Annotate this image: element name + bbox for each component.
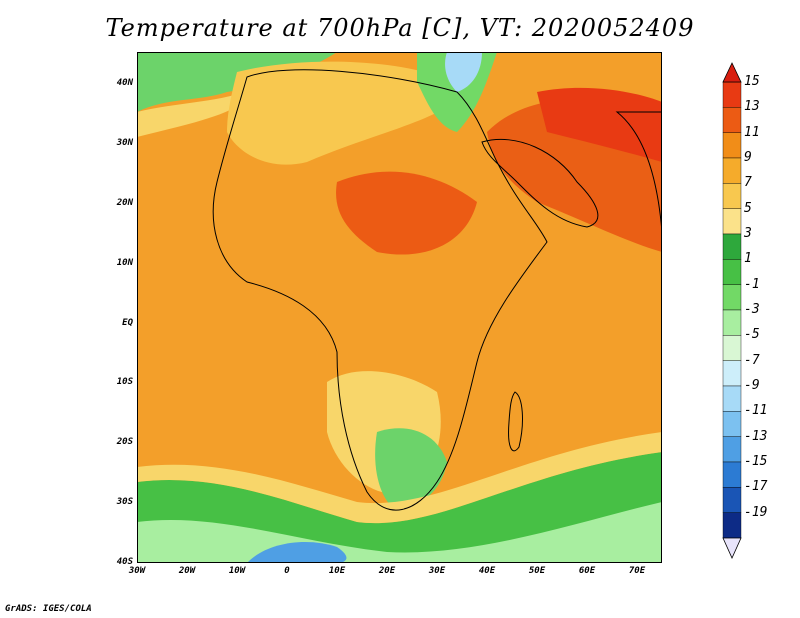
lon-label: 40E: [478, 566, 496, 576]
colorbar-swatch: [722, 461, 742, 488]
hot-region-sudan: [336, 171, 477, 255]
colorbar-label: -3: [744, 302, 760, 317]
colorbar-label: 15: [744, 74, 760, 89]
colorbar-label: -1: [744, 276, 760, 292]
cool-region-southern-ocean-light: [137, 502, 662, 563]
lat-label: 30S: [116, 497, 133, 508]
lon-label: 20E: [378, 566, 396, 576]
colorbar-swatch: [722, 132, 742, 159]
colorbar-label: 7: [744, 175, 752, 191]
colorbar-swatch: [722, 208, 742, 235]
temperature-map: [137, 52, 662, 563]
colorbar-swatch: [722, 436, 742, 463]
lon-label: 0: [284, 566, 290, 576]
lat-label: 40N: [116, 78, 133, 88]
lat-label: 30N: [116, 137, 133, 148]
colorbar-swatch: [722, 259, 742, 285]
colorbar-label: -19: [744, 504, 768, 520]
cool-region-south-africa: [375, 428, 447, 508]
arabia-coastline: [481, 138, 599, 228]
colorbar-swatch: [722, 385, 742, 412]
colorbar-label: -5: [744, 327, 760, 343]
colorbar-label: -9: [744, 378, 760, 393]
colorbar-swatch: [722, 512, 742, 539]
lat-label: EQ: [122, 317, 133, 328]
lat-label: 20S: [116, 437, 133, 448]
colorbar-label: -11: [744, 403, 768, 419]
colorbar-label: 1: [744, 251, 752, 267]
colorbar-swatch: [722, 487, 742, 513]
colorbar-bottom-arrow: [722, 537, 742, 559]
lon-label: 10W: [228, 566, 246, 576]
mild-region-southern-ocean: [137, 432, 662, 524]
colorbar: [722, 62, 742, 559]
colorbar-swatch: [722, 81, 742, 108]
mild-region-north-atlantic: [137, 87, 257, 137]
colorbar-label: -15: [744, 454, 768, 469]
lat-label: 20N: [116, 197, 133, 208]
map-title: Temperature at 700hPa [C], VT: 202005240…: [105, 14, 695, 42]
lat-label: 10S: [116, 377, 133, 388]
colorbar-label: -7: [744, 352, 760, 368]
lat-label: 10N: [116, 257, 133, 268]
colorbar-swatch: [722, 233, 742, 260]
footer-credit: GrADS: IGES/COLA: [5, 604, 92, 614]
lon-label: 10E: [328, 566, 346, 576]
lon-label: 30E: [428, 566, 446, 576]
colorbar-swatch: [722, 335, 742, 361]
lon-label: 70E: [628, 566, 646, 576]
madagascar-coastline: [508, 391, 523, 452]
cold-region-black-sea: [445, 52, 482, 92]
colorbar-swatch: [722, 107, 742, 133]
colorbar-swatch: [722, 309, 742, 336]
cold-region-southern-ocean: [247, 542, 347, 563]
colorbar-swatch: [722, 360, 742, 387]
colorbar-label: -13: [744, 428, 768, 444]
hot-region-iran: [537, 87, 662, 162]
lon-label: 30W: [128, 566, 146, 576]
colorbar-swatch: [722, 411, 742, 437]
colorbar-swatch: [722, 284, 742, 311]
africa-coastline: [212, 69, 548, 511]
colorbar-label: -17: [744, 479, 768, 495]
colorbar-top-arrow: [722, 62, 742, 83]
lon-label: 60E: [578, 566, 596, 576]
colorbar-label: 11: [744, 124, 760, 140]
colorbar-label: 9: [744, 150, 752, 165]
lon-label: 20W: [178, 566, 196, 576]
colorbar-swatch: [722, 157, 742, 184]
mild-region-sahara: [227, 61, 467, 165]
colorbar-label: 13: [744, 99, 760, 115]
colorbar-label: 3: [744, 226, 752, 241]
colorbar-swatch: [722, 183, 742, 209]
lon-label: 50E: [528, 566, 546, 576]
lat-label: 40S: [116, 557, 133, 567]
colorbar-label: 5: [744, 200, 752, 216]
